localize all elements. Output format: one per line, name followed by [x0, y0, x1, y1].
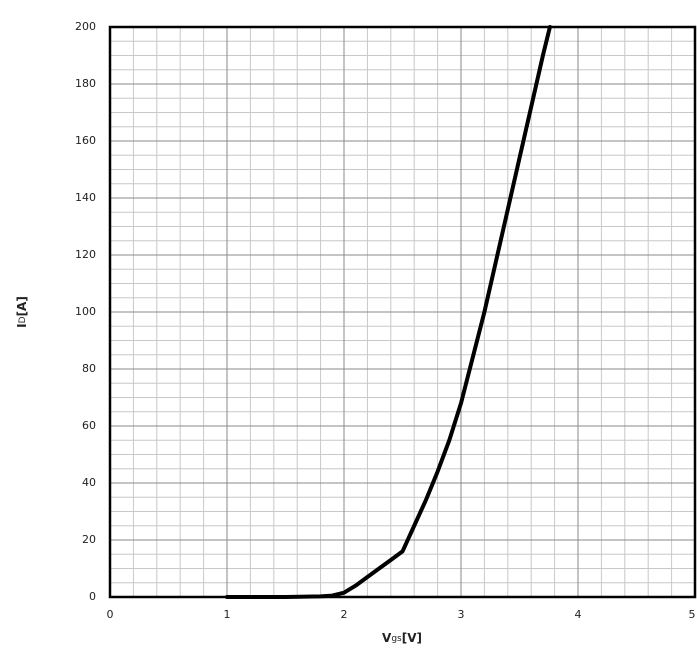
plot-frame	[108, 25, 697, 599]
y-tick-label: 200	[75, 20, 96, 33]
x-tick-label: 1	[224, 608, 231, 621]
x-tick-label: 5	[689, 608, 696, 621]
x-tick-label: 2	[341, 608, 348, 621]
data-line	[225, 25, 552, 599]
x-label-main: V	[382, 631, 392, 645]
y-tick-label: 140	[75, 191, 96, 204]
x-tick-label: 0	[107, 608, 114, 621]
x-label-sub: gs	[391, 634, 402, 644]
y-label-sub: D	[18, 316, 28, 323]
x-axis-label: Vgs[V]	[382, 631, 422, 645]
y-tick-label: 60	[82, 419, 96, 432]
x-label-unit: [V]	[402, 631, 422, 645]
x-tick-label: 4	[575, 608, 582, 621]
y-tick-label: 180	[75, 77, 96, 90]
y-label-unit: [A]	[15, 296, 29, 316]
y-tick-label: 80	[82, 362, 96, 375]
x-tick-label: 3	[458, 608, 465, 621]
y-tick-label: 120	[75, 248, 96, 261]
y-tick-label: 100	[75, 305, 96, 318]
y-tick-label: 40	[82, 476, 96, 489]
y-tick-label: 160	[75, 134, 96, 147]
y-tick-label: 20	[82, 533, 96, 546]
y-axis-label: ID[A]	[15, 296, 29, 328]
y-label-main: I	[15, 323, 29, 327]
y-tick-label: 0	[89, 590, 96, 603]
